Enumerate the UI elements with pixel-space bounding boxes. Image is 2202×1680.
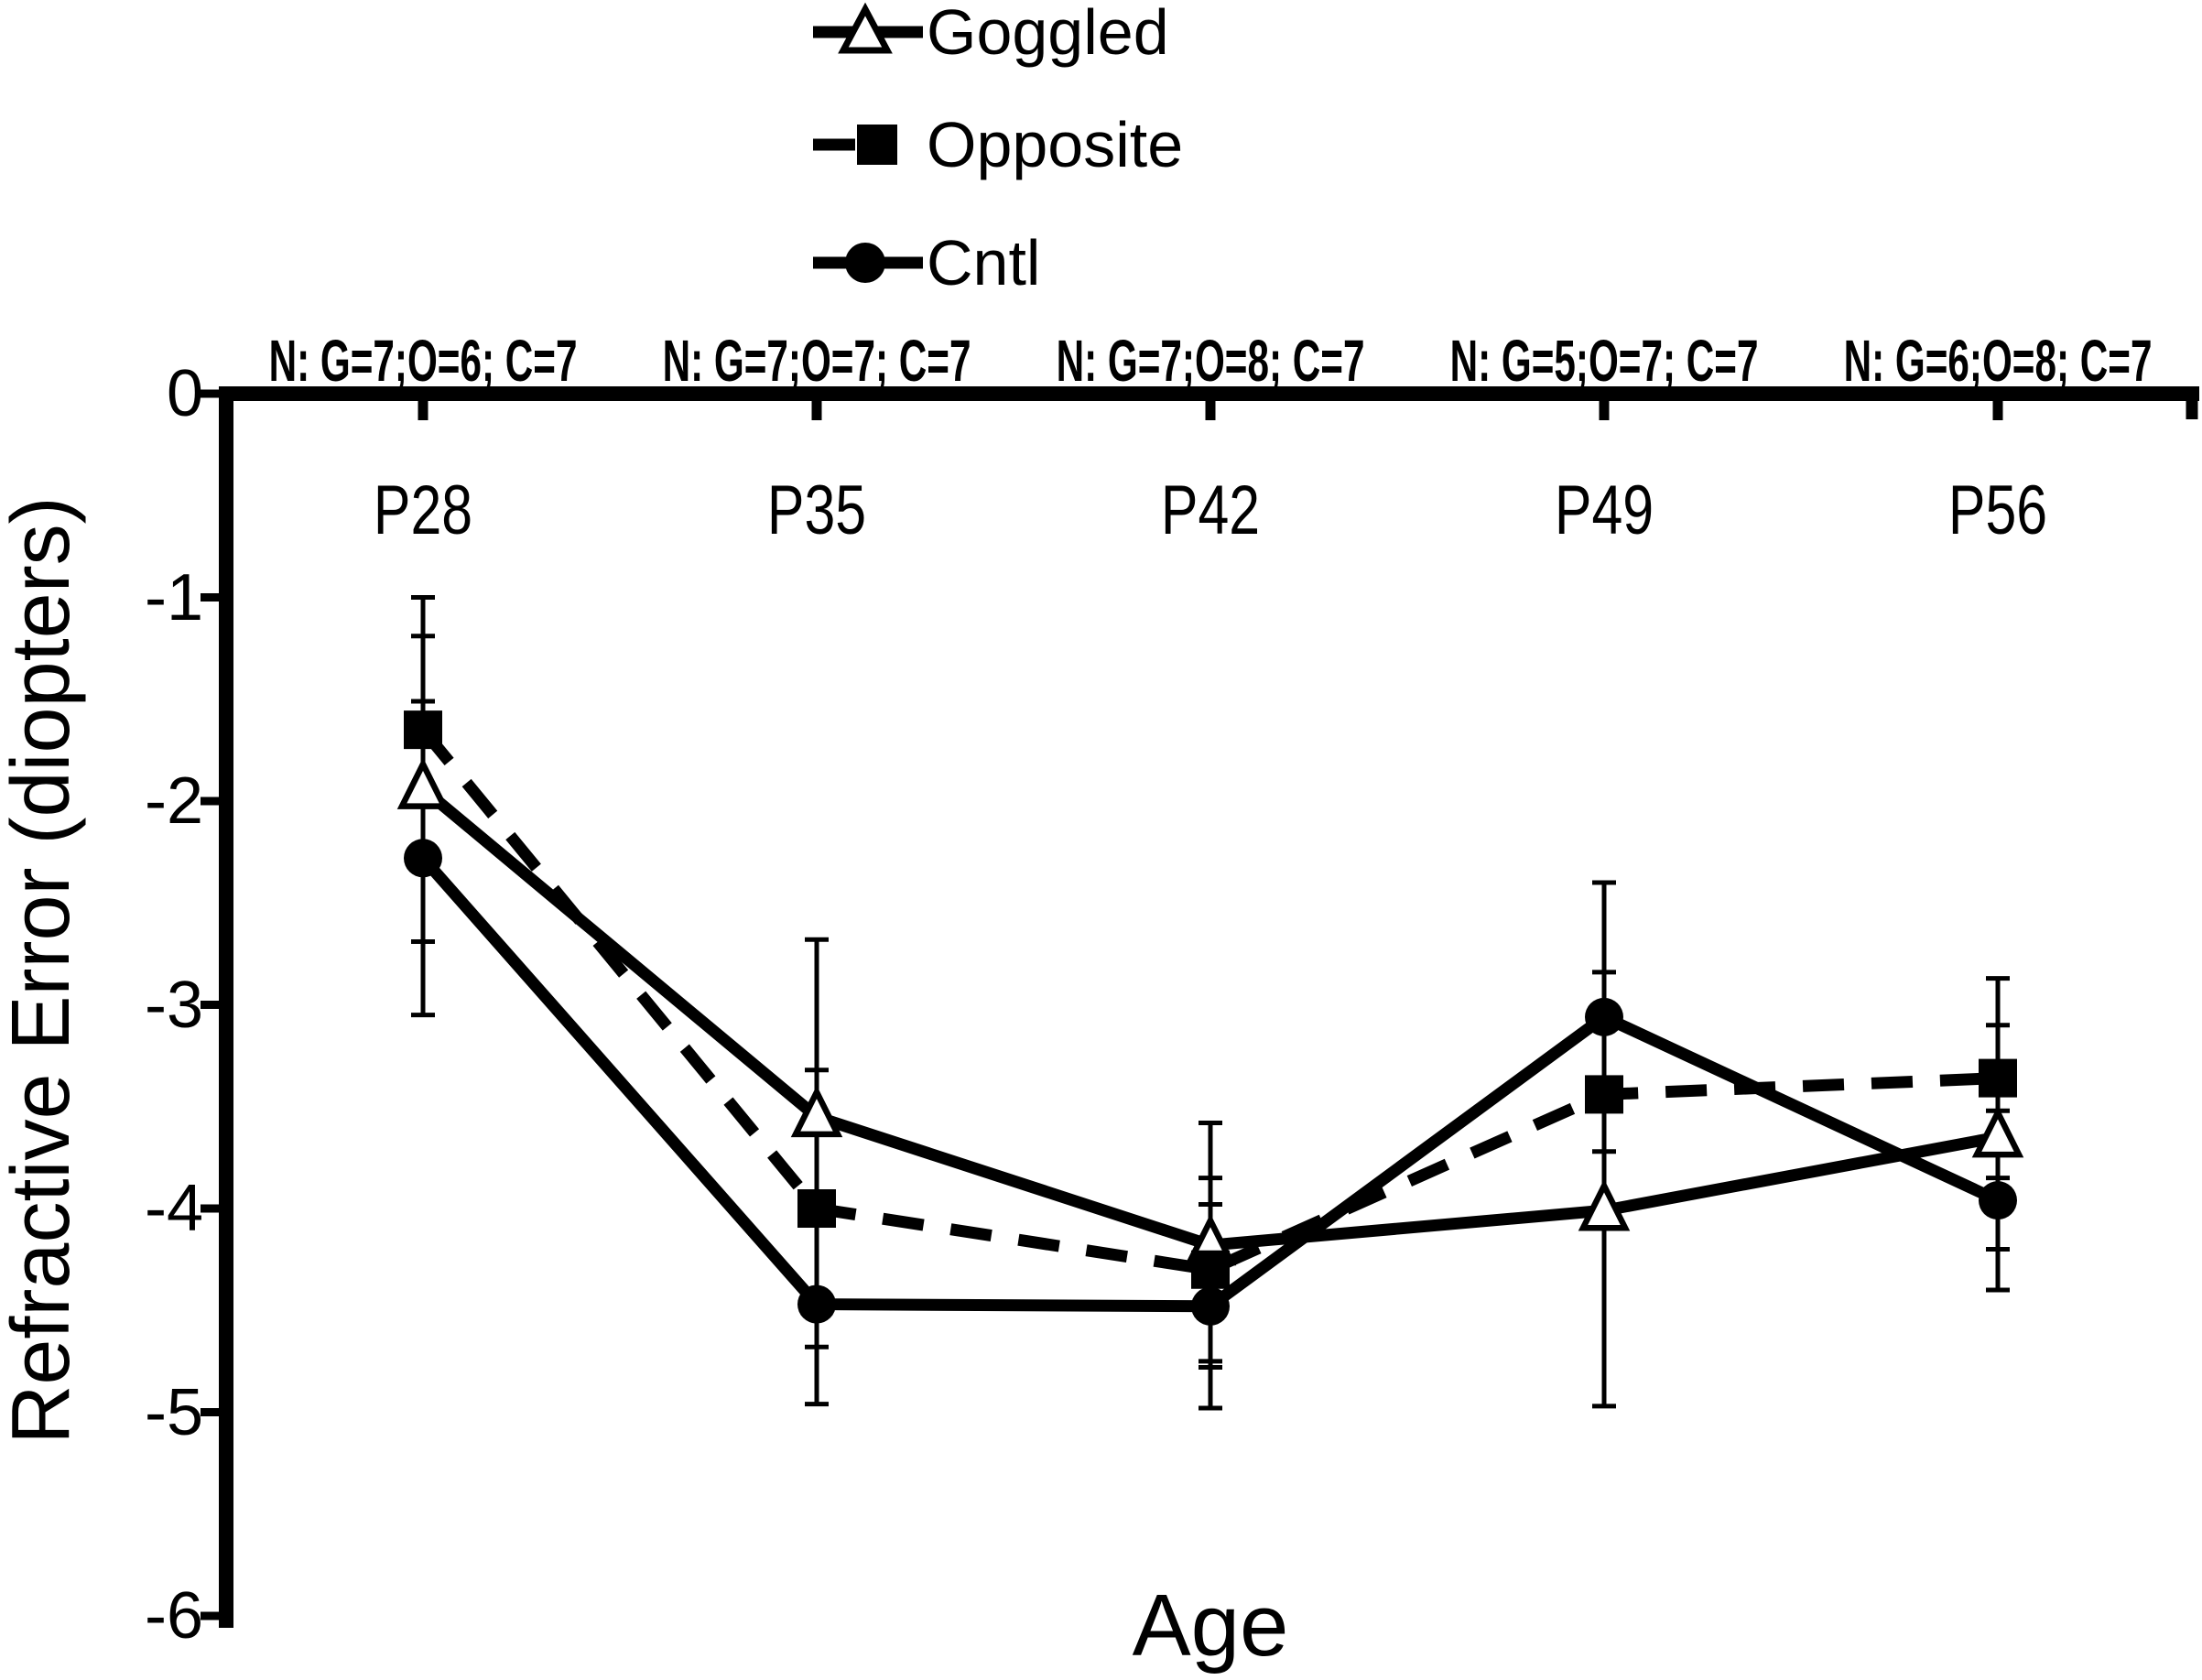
legend-item-cntl: Cntl [813,231,1040,295]
cntl-line-circle-icon [813,231,923,295]
y-tick-label-0: 0 [166,357,203,430]
goggled-line-triangle-icon [813,0,923,64]
y-tick-label-m6: -6 [144,1579,203,1653]
legend-item-goggled: Goggled [813,0,1169,64]
legend-label-cntl: Cntl [927,227,1041,298]
x-axis-title: Age [1132,1577,1289,1675]
legend-label-opposite: Opposite [927,109,1184,180]
n-annotation-p28: N: G=7;O=6; C=7 [268,328,578,394]
x-tick-label-p56: P56 [1947,471,2048,549]
n-annotation-p42: N: G=7;O=8; C=7 [1056,328,1365,394]
n-annotation-p56: N: G=6;O=8; C=7 [1843,328,2153,394]
x-tick-label-p42: P42 [1160,471,1261,549]
legend-label-goggled: Goggled [927,0,1169,68]
opposite-line-square-icon [813,113,923,177]
x-tick-label-p49: P49 [1554,471,1654,549]
y-axis-title: Refractive Error (diopters) [0,496,87,1445]
x-tick-label-p28: P28 [373,471,473,549]
y-tick-label-m4: -4 [144,1172,203,1245]
y-tick-label-m3: -3 [144,968,203,1042]
legend-item-opposite: Opposite [813,113,1183,177]
y-tick-label-m1: -1 [144,560,203,634]
y-tick-label-m2: -2 [144,764,203,838]
x-tick-label-p35: P35 [766,471,867,549]
n-annotation-p35: N: G=7;O=7; C=7 [662,328,971,394]
y-tick-label-m5: -5 [144,1375,203,1449]
n-annotation-p49: N: G=5;O=7; C=7 [1449,328,1759,394]
